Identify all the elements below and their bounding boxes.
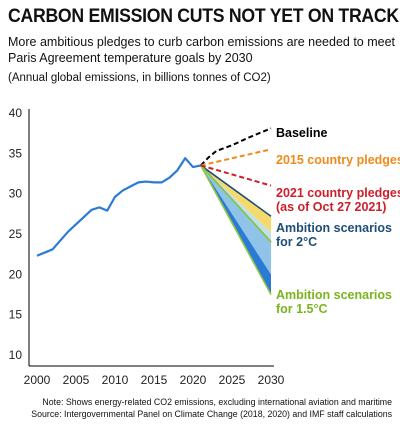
annotation-label-3: Ambition scenarios xyxy=(276,221,392,235)
y-tick-label: 35 xyxy=(9,146,23,160)
annotation-label-4: for 1.5°C xyxy=(276,302,328,316)
band-0-high-edge xyxy=(200,164,272,217)
x-tick-label: 2020 xyxy=(180,373,207,387)
annotation-label-3: for 2°C xyxy=(276,235,317,249)
y-tick-label: 25 xyxy=(9,227,23,241)
units-label: (Annual global emissions, in billions to… xyxy=(8,72,271,84)
x-tick-label: 2000 xyxy=(24,373,51,387)
y-tick-label: 40 xyxy=(9,106,23,120)
historical-line xyxy=(36,157,202,257)
annotation-label-1: 2015 country pledges xyxy=(276,153,400,167)
y-tick-label: 10 xyxy=(9,348,23,362)
y-tick-label: 30 xyxy=(9,187,23,201)
series-line-2 xyxy=(200,164,272,187)
footnote: Note: Shows energy-related CO2 emissions… xyxy=(42,397,392,407)
x-tick-label: 2010 xyxy=(102,373,129,387)
band-1-low-edge xyxy=(200,165,272,295)
x-tick-label: 2025 xyxy=(219,373,246,387)
annotation-label-0: Baseline xyxy=(276,126,327,140)
y-tick-label: 15 xyxy=(9,308,23,322)
chart-subtitle: More ambitious pledges to curb carbon em… xyxy=(8,35,396,65)
series-line-1 xyxy=(200,148,272,167)
band-1-upper xyxy=(200,165,271,275)
x-tick-label: 2030 xyxy=(258,373,285,387)
chart-title: CARBON EMISSION CUTS NOT YET ON TRACK xyxy=(8,6,399,27)
x-tick-label: 2015 xyxy=(141,373,168,387)
x-tick-label: 2005 xyxy=(63,373,90,387)
band-0-upper xyxy=(200,165,271,233)
y-tick-label: 20 xyxy=(9,267,23,281)
source-note: Source: Intergovernmental Panel on Clima… xyxy=(31,409,392,419)
band-1-high-edge xyxy=(200,164,272,243)
series-line-0 xyxy=(200,127,272,167)
annotation-label-4: Ambition scenarios xyxy=(276,288,392,302)
annotation-label-2: 2021 country pledges xyxy=(276,186,400,200)
annotation-label-2: (as of Oct 27 2021) xyxy=(276,200,386,214)
